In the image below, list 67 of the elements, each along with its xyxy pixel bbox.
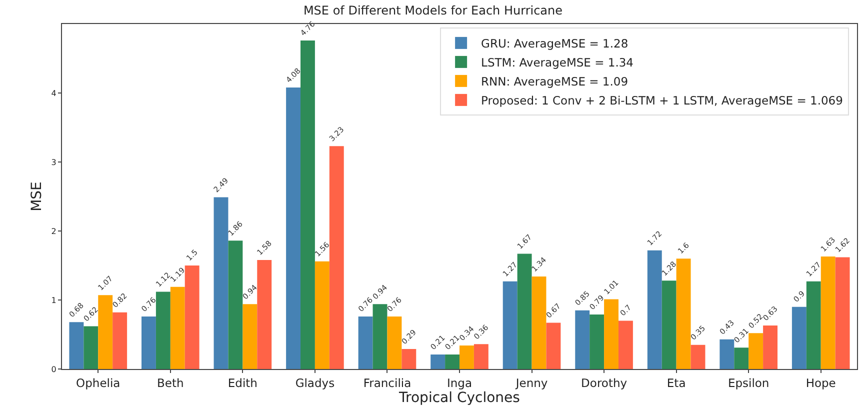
bar: [228, 240, 243, 369]
bar: [618, 320, 633, 369]
bar: [286, 87, 300, 369]
bar: [257, 260, 272, 369]
bar: [387, 316, 402, 369]
x-tick-label: Epsilon: [728, 376, 770, 390]
bar: [184, 266, 200, 369]
bar: [720, 339, 734, 369]
bar: [372, 304, 388, 369]
y-tick-label: 2: [51, 226, 56, 236]
bar: [112, 312, 128, 369]
chart-title: MSE of Different Models for Each Hurricane: [303, 4, 563, 18]
legend-label: Proposed: 1 Conv + 2 Bi-LSTM + 1 LSTM, AverageMSE = 1.069: [481, 93, 843, 108]
y-tick-label: 1: [51, 296, 56, 305]
bar: [532, 276, 546, 369]
bar: [748, 333, 764, 369]
bar: [329, 146, 344, 369]
bar: [358, 316, 373, 369]
bar: [460, 346, 474, 369]
bar: [647, 250, 662, 369]
bar: [763, 326, 778, 369]
x-tick-label: Beth: [157, 376, 184, 390]
bar: [806, 281, 821, 369]
bar: [445, 354, 460, 369]
bar: [69, 322, 84, 369]
legend-label: RNN: AverageMSE = 1.09: [481, 74, 628, 88]
bar: [474, 344, 488, 369]
bar: [242, 304, 258, 369]
legend-label: GRU: AverageMSE = 1.28: [481, 36, 628, 50]
x-tick-label: Eta: [666, 376, 686, 390]
bar: [402, 348, 416, 369]
bar: [792, 306, 806, 369]
y-tick-label: 3: [51, 158, 56, 167]
bar: [430, 354, 446, 369]
bar: [820, 256, 836, 369]
y-tick-label: 0: [51, 364, 56, 374]
x-tick-label: Dorothy: [581, 376, 628, 390]
x-tick-label: Inga: [446, 376, 472, 390]
y-axis-title: MSE: [28, 182, 45, 212]
bar: [142, 316, 156, 369]
bar: [590, 314, 604, 369]
bar: [170, 286, 185, 369]
bar: [835, 257, 850, 369]
bar: [214, 197, 228, 369]
bar: [300, 40, 315, 369]
bar: [575, 310, 590, 369]
x-tick-label: Hope: [806, 376, 836, 390]
bar: [156, 292, 170, 369]
bar: [517, 254, 532, 369]
x-tick-label: Francilia: [363, 376, 412, 390]
bar: [98, 295, 113, 369]
x-tick-label: Gladys: [295, 376, 335, 390]
bar: [314, 261, 330, 369]
x-tick-label: Edith: [228, 376, 258, 390]
bar: [604, 299, 618, 369]
x-tick-label: Jenny: [514, 376, 548, 390]
bar: [690, 344, 706, 369]
x-tick-label: Ophelia: [76, 376, 120, 390]
bar: [734, 348, 749, 369]
bar: [546, 322, 561, 369]
bar: [84, 326, 98, 369]
y-tick-label: 4: [51, 88, 56, 98]
legend-label: LSTM: AverageMSE = 1.34: [481, 55, 634, 70]
bar: [662, 280, 676, 369]
bar: [502, 281, 518, 369]
x-axis-title: Tropical Cyclones: [398, 390, 520, 406]
bar: [676, 258, 691, 369]
